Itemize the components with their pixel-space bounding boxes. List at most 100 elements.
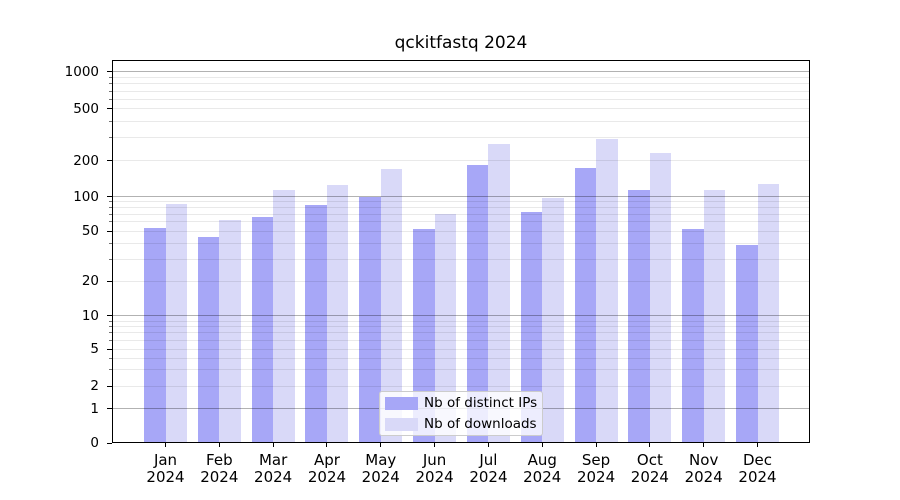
y-minor-tick-60 (109, 221, 112, 223)
y-minor-tick-30 (109, 258, 112, 260)
y-minor-tick-40 (109, 242, 112, 244)
x-tick-mar (272, 443, 274, 447)
y-minor-tick-200 (109, 160, 112, 162)
y-tick-label-50: 50 (81, 223, 99, 239)
legend-swatch-downloads (385, 417, 418, 431)
y-tick-label-0: 0 (90, 435, 99, 451)
gridline-40 (112, 242, 810, 244)
x-axis: Jan 2024 Feb 2024 Mar 2024 Apr 2024 May 2024 Jun 20… (112, 443, 810, 493)
bar-distinct-ips-dec (736, 244, 758, 443)
x-tick-jul (487, 443, 489, 447)
gridline-600 (112, 98, 810, 100)
bar-downloads-may (380, 169, 403, 443)
gridline-800 (112, 83, 810, 85)
year-label: 2024 (254, 468, 293, 486)
month-label: Feb (206, 451, 233, 469)
legend-label-downloads: Nb of downloads (424, 416, 537, 432)
x-tick-jan (165, 443, 166, 447)
y-minor-tick-20 (109, 280, 112, 282)
year-label: 2024 (146, 468, 185, 486)
year-label: 2024 (523, 468, 562, 486)
month-label: Mar (258, 451, 288, 469)
y-tick-0 (107, 442, 112, 444)
gridline-900 (112, 77, 810, 79)
gridline-6 (112, 339, 810, 341)
month-label: Sep (581, 451, 611, 469)
bars-layer (112, 60, 810, 443)
gridline-4 (112, 357, 810, 359)
x-tick-label-jun: Jun 2024 (400, 452, 470, 486)
bar-distinct-ips-feb (197, 236, 220, 443)
bar-distinct-ips-mar (251, 217, 274, 443)
x-tick-label-mar: Mar 2024 (238, 452, 308, 486)
x-tick-apr (326, 443, 328, 447)
month-label: Apr (313, 451, 340, 469)
legend-label-distinct-ips: Nb of distinct IPs (424, 395, 538, 411)
x-tick-dec (757, 443, 759, 447)
y-tick-10 (107, 315, 112, 317)
y-minor-tick-5 (109, 348, 112, 350)
y-tick-label-100: 100 (73, 188, 99, 205)
y-minor-tick-70 (109, 213, 112, 215)
bar-distinct-ips-sep (574, 167, 597, 443)
x-tick-label-apr: Apr 2024 (292, 452, 362, 486)
x-tick-label-feb: Feb 2024 (184, 452, 254, 486)
month-label: Jun (422, 451, 447, 469)
legend-row-distinct-ips: Nb of distinct IPs (385, 395, 537, 411)
y-minor-tick-2 (109, 385, 112, 387)
gridline-80 (112, 207, 810, 209)
y-minor-tick-400 (109, 121, 112, 123)
plot-area: Nb of distinct IPs Nb of downloads (112, 60, 810, 443)
gridline-5 (112, 348, 810, 350)
bar-downloads-feb (219, 219, 241, 443)
y-minor-tick-90 (109, 201, 112, 203)
bar-downloads-oct (649, 153, 672, 443)
y-minor-tick-4 (109, 357, 112, 359)
year-label: 2024 (361, 468, 400, 486)
y-tick-label-1000: 1000 (64, 63, 99, 80)
gridline-30 (112, 258, 810, 260)
y-minor-tick-8 (109, 326, 112, 328)
year-label: 2024 (307, 468, 347, 486)
bar-distinct-ips-may (359, 196, 381, 443)
y-minor-tick-500 (109, 108, 112, 110)
bar-downloads-aug (542, 198, 564, 443)
bar-distinct-ips-jan (144, 228, 166, 443)
y-tick-label-500: 500 (73, 100, 99, 117)
x-tick-label-aug: Aug 2024 (507, 452, 577, 486)
bar-downloads-apr (326, 185, 349, 443)
legend-swatch-distinct-ips (385, 396, 418, 410)
y-minor-tick-80 (109, 207, 112, 209)
y-minor-tick-50 (109, 230, 112, 232)
month-label: Aug (527, 451, 557, 469)
x-tick-feb (218, 443, 220, 447)
year-label: 2024 (738, 468, 777, 486)
year-label: 2024 (415, 468, 454, 486)
legend: Nb of distinct IPs Nb of downloads (379, 391, 543, 436)
bar-downloads-dec (757, 183, 780, 443)
month-label: Nov (689, 451, 719, 469)
y-minor-tick-3 (109, 369, 112, 371)
x-tick-label-sep: Sep 2024 (561, 452, 631, 486)
month-label: May (365, 451, 397, 469)
y-axis: 0 1 2 5 10 20 50 100 200 500 1000 (0, 60, 112, 451)
gridline-300 (112, 137, 810, 139)
y-tick-1 (107, 408, 112, 410)
x-tick-may (380, 443, 382, 447)
gridline-1000 (112, 71, 810, 73)
x-tick-label-jan: Jan 2024 (131, 452, 201, 486)
year-label: 2024 (630, 468, 669, 486)
bar-downloads-mar (273, 189, 295, 443)
bar-downloads-jun (434, 213, 457, 443)
x-tick-label-dec: Dec 2024 (723, 452, 793, 486)
bar-downloads-jan (165, 204, 187, 443)
x-tick-label-nov: Nov 2024 (669, 452, 739, 486)
y-tick-label-200: 200 (73, 152, 99, 169)
gridline-70 (112, 213, 810, 215)
bar-distinct-ips-apr (305, 205, 327, 443)
y-minor-tick-700 (109, 90, 112, 92)
gridline-3 (112, 369, 810, 371)
bar-distinct-ips-aug (520, 211, 543, 443)
month-label: Oct (636, 451, 663, 469)
gridline-8 (112, 326, 810, 328)
